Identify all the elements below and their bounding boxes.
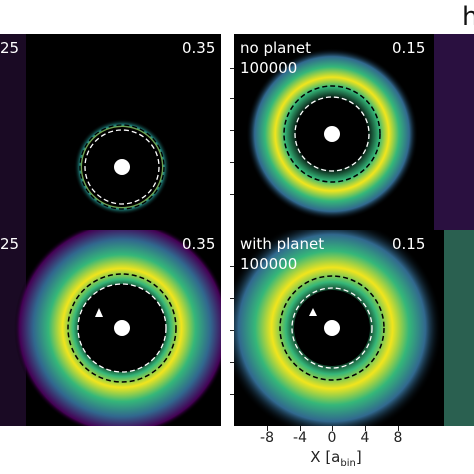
panel-bottom-middle-label-line-2: 100000 xyxy=(240,255,298,273)
panel-top-left: 25 0.35 xyxy=(0,34,221,230)
x-axis-label: X [abin] xyxy=(310,448,361,469)
x-tickmark xyxy=(365,426,366,431)
panel-top-left-right-label: 0.35 xyxy=(182,39,216,57)
disk-image-top-left xyxy=(0,34,221,230)
panel-bottom-left: 25 0.35 xyxy=(0,230,221,426)
y-tickmark xyxy=(230,266,234,267)
x-axis-label-subscript: bin xyxy=(340,458,356,469)
panel-bottom-left-right-label: 0.35 xyxy=(182,235,216,253)
y-tickmark xyxy=(230,162,234,163)
x-axis-label-suffix: ] xyxy=(355,448,362,466)
panel-bottom-middle-label-line-1: with planet xyxy=(240,235,325,253)
x-tickmark xyxy=(267,426,268,431)
x-axis-label-prefix: X [a xyxy=(310,448,341,466)
panel-top-middle-right-label: 0.15 xyxy=(392,39,426,57)
x-tickmark xyxy=(300,426,301,431)
x-tick-label: -8 xyxy=(260,430,274,446)
panel-top-middle-label-line-2: 100000 xyxy=(240,59,298,77)
y-tickmark xyxy=(230,194,234,195)
y-tickmark xyxy=(230,98,234,99)
panel-bottom-left-left-label: 25 xyxy=(0,235,20,253)
panel-bottom-middle: with planet 100000 0.15 xyxy=(234,230,474,426)
x-tick-label: -4 xyxy=(293,430,307,446)
disk-image-top-middle xyxy=(234,34,474,230)
y-tickmark xyxy=(230,298,234,299)
x-tick-label: 8 xyxy=(393,430,403,446)
x-tick-label: 0 xyxy=(327,430,337,446)
panel-bottom-middle-right-label: 0.15 xyxy=(392,235,426,253)
x-tick-label: 4 xyxy=(360,430,370,446)
disk-image-bottom-left xyxy=(0,230,221,426)
disk-image-bottom-middle xyxy=(234,230,474,426)
y-tickmark xyxy=(230,130,234,131)
y-tickmark xyxy=(230,68,234,69)
panel-top-left-left-label: 25 xyxy=(0,39,20,57)
x-tickmark xyxy=(332,426,333,431)
figure-corner-title: h xyxy=(462,2,474,32)
panel-top-middle-label-line-1: no planet xyxy=(240,39,311,57)
x-tickmark xyxy=(398,426,399,431)
panel-top-middle: no planet 100000 0.15 xyxy=(234,34,474,230)
y-tickmark xyxy=(230,330,234,331)
y-tickmark xyxy=(230,362,234,363)
y-tickmark xyxy=(230,394,234,395)
